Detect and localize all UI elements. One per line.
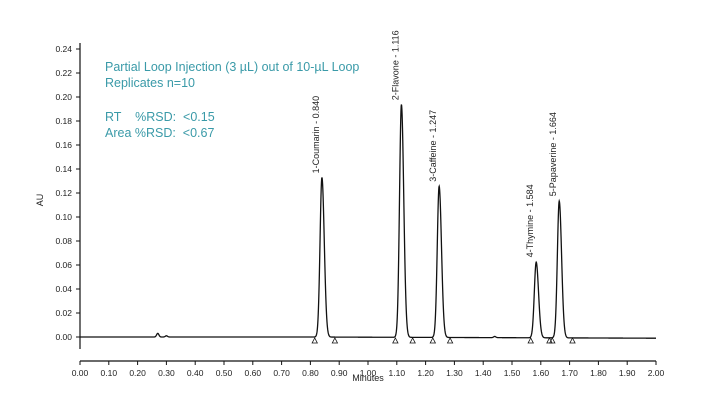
x-tick-label: 1.50 bbox=[504, 368, 521, 378]
y-tick-label: 0.16 bbox=[55, 140, 72, 150]
y-tick-label: 0.22 bbox=[55, 68, 72, 78]
annotation-title: Partial Loop Injection (3 µL) out of 10-… bbox=[105, 60, 359, 74]
y-axis: 0.00 0.02 0.04 0.06 0.08 0.10 0.12 0.14 0.16 0.18… bbox=[55, 43, 81, 349]
x-tick-label: 0.20 bbox=[129, 368, 146, 378]
peak-label: 1-Coumarin - 0.840 bbox=[311, 96, 321, 174]
x-tick-label: 0.90 bbox=[331, 368, 348, 378]
x-tick-label: 2.00 bbox=[648, 368, 665, 378]
integration-marker bbox=[446, 337, 454, 344]
annotation-replicates: Replicates n=10 bbox=[105, 76, 195, 90]
y-tick-label: 0.10 bbox=[55, 212, 72, 222]
annotation-rt-rsd: RT %RSD: <0.15 bbox=[105, 110, 215, 124]
y-tick-label: 0.04 bbox=[55, 284, 72, 294]
x-tick-label: 0.10 bbox=[101, 368, 118, 378]
integration-markers bbox=[311, 337, 576, 344]
x-tick-label: 1.30 bbox=[446, 368, 463, 378]
x-tick-label: 1.90 bbox=[619, 368, 636, 378]
peak-label: 5-Papaverine - 1.664 bbox=[548, 112, 558, 196]
y-tick-label: 0.14 bbox=[55, 164, 72, 174]
x-tick-label: 1.40 bbox=[475, 368, 492, 378]
y-tick-label: 0.06 bbox=[55, 260, 72, 270]
peak-label: 4-Thymine - 1.584 bbox=[525, 184, 535, 257]
peak-label: 2-Flavone - 1.116 bbox=[390, 30, 400, 100]
integration-marker bbox=[311, 337, 318, 344]
integration-marker bbox=[392, 337, 399, 344]
x-axis-label: Minutes bbox=[352, 373, 384, 383]
y-tick-label: 0.12 bbox=[55, 188, 72, 198]
peak-labels: 1-Coumarin - 0.840 2-Flavone - 1.116 3-Caf… bbox=[311, 30, 558, 257]
x-axis: 0.00 0.10 0.20 0.30 0.40 0.50 0.60 0.70 0.80 0.90… bbox=[72, 360, 665, 378]
x-tick-label: 0.70 bbox=[273, 368, 290, 378]
x-tick-label: 0.00 bbox=[72, 368, 89, 378]
x-tick-label: 0.30 bbox=[158, 368, 175, 378]
y-axis-label: AU bbox=[35, 194, 45, 207]
integration-marker bbox=[331, 337, 339, 344]
x-tick-label: 1.00 bbox=[360, 368, 377, 378]
x-tick-label: 0.60 bbox=[245, 368, 262, 378]
x-tick-label: 1.10 bbox=[389, 368, 406, 378]
integration-marker bbox=[549, 337, 556, 344]
x-tick-label: 1.70 bbox=[561, 368, 578, 378]
annotation-block: Partial Loop Injection (3 µL) out of 10-… bbox=[105, 60, 359, 140]
integration-marker bbox=[409, 337, 416, 344]
integration-marker bbox=[527, 337, 534, 344]
y-tick-label: 0.20 bbox=[55, 92, 72, 102]
peak-label: 3-Caffeine - 1.247 bbox=[428, 110, 438, 182]
x-tick-label: 0.40 bbox=[187, 368, 204, 378]
x-tick-label: 1.20 bbox=[417, 368, 434, 378]
y-tick-label: 0.02 bbox=[55, 308, 72, 318]
integration-marker bbox=[569, 337, 576, 344]
y-tick-label: 0.08 bbox=[55, 236, 72, 246]
y-tick-label: 0.00 bbox=[55, 332, 72, 342]
x-tick-label: 1.60 bbox=[533, 368, 550, 378]
x-tick-label: 0.50 bbox=[216, 368, 233, 378]
y-tick-label: 0.24 bbox=[55, 44, 72, 54]
y-tick-label: 0.18 bbox=[55, 116, 72, 126]
chromatogram-trace bbox=[80, 104, 656, 339]
integration-marker bbox=[429, 337, 437, 344]
x-tick-label: 0.80 bbox=[302, 368, 319, 378]
x-tick-label: 1.80 bbox=[590, 368, 607, 378]
annotation-area-rsd: Area %RSD: <0.67 bbox=[105, 126, 214, 140]
